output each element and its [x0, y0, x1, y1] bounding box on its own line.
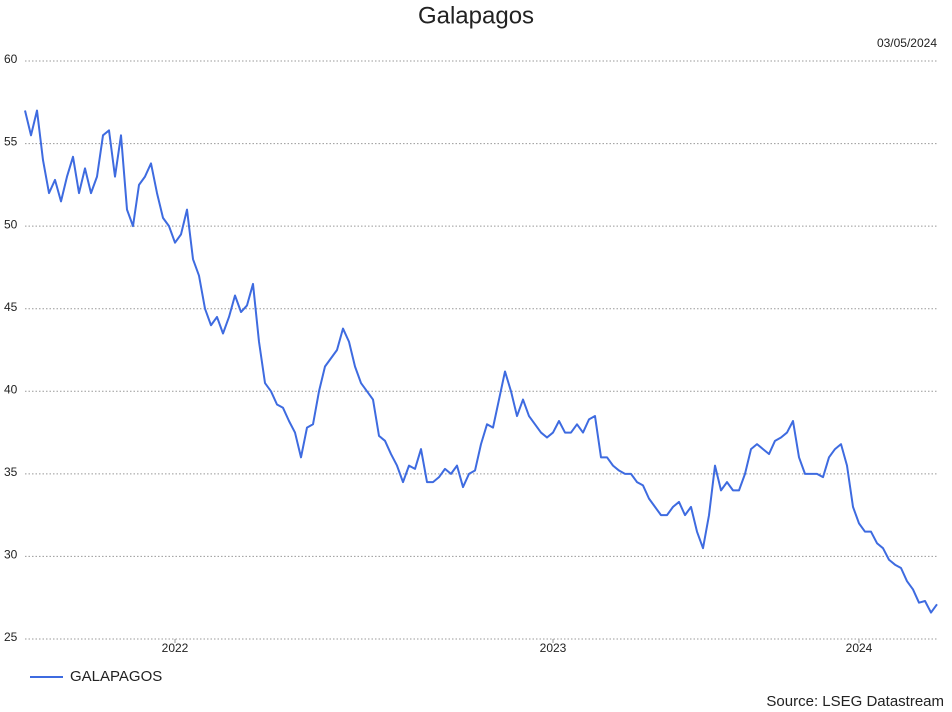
x-tick-label: 2022 [162, 641, 189, 655]
y-tick-label: 35 [4, 465, 18, 479]
y-tick-label: 25 [4, 630, 18, 644]
y-tick-label: 30 [4, 548, 18, 562]
y-tick-label: 45 [4, 300, 18, 314]
y-tick-label: 50 [4, 217, 18, 231]
data-line [24, 109, 938, 614]
x-tick-label: 2024 [846, 641, 873, 655]
legend-label: GALAPAGOS [70, 668, 162, 685]
y-tick-label: 55 [4, 135, 18, 149]
source-note: Source: LSEG Datastream [766, 693, 944, 710]
x-tick-label: 2023 [540, 641, 567, 655]
y-tick-label: 60 [4, 52, 18, 66]
chart-date: 03/05/2024 [877, 36, 937, 50]
y-tick-label: 40 [4, 382, 18, 396]
chart-title: Galapagos [418, 2, 534, 29]
